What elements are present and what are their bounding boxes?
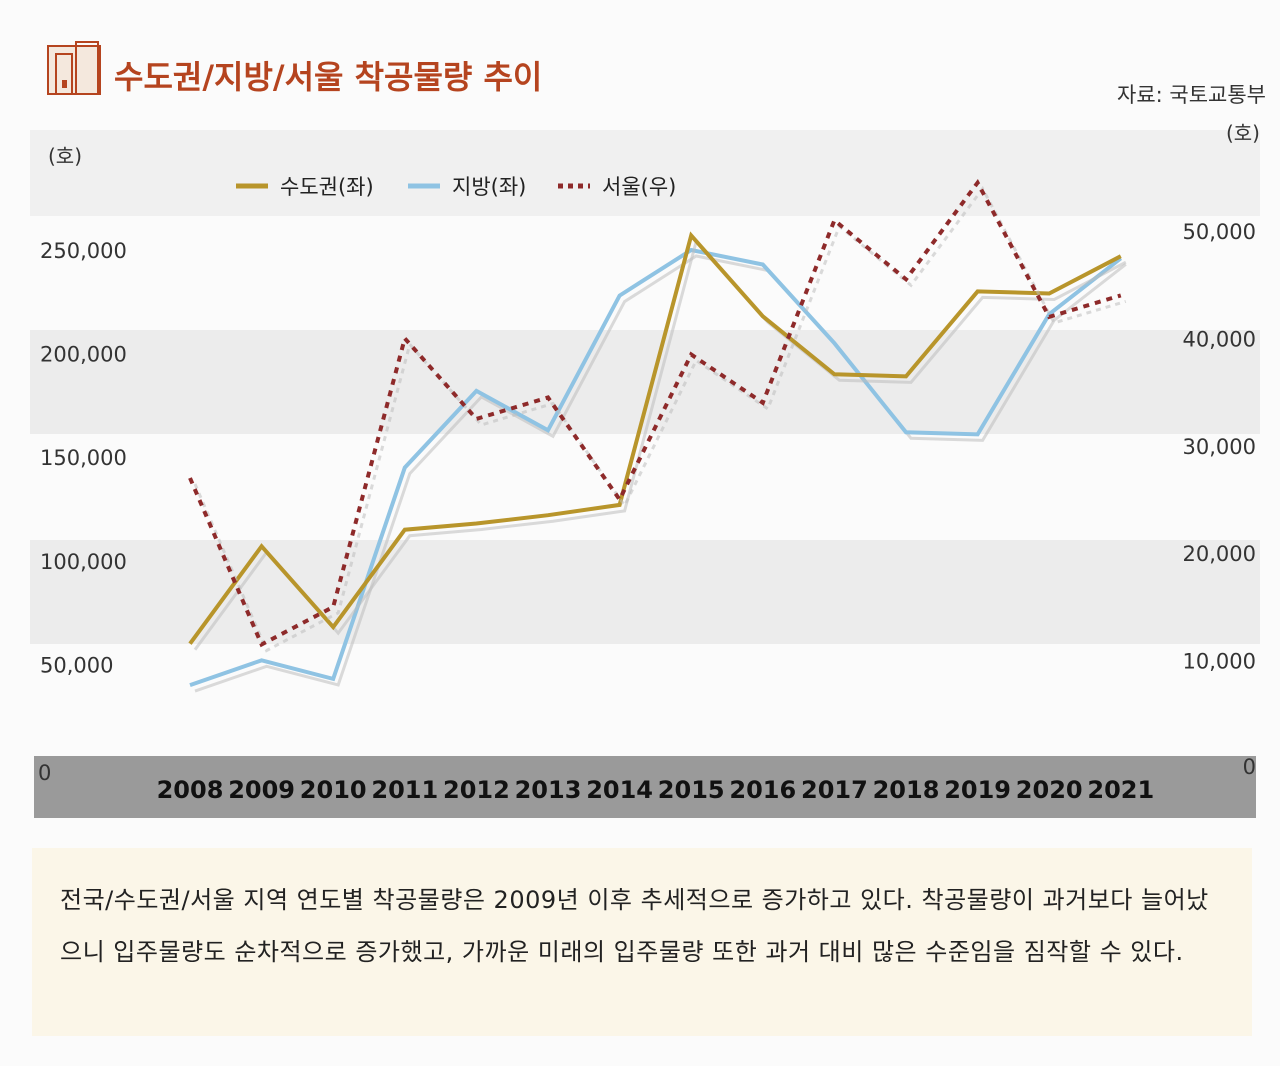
x-tick-label: 2011 xyxy=(371,776,438,804)
x-tick-label: 2018 xyxy=(873,776,940,804)
series-line xyxy=(189,247,1123,687)
buildings-icon xyxy=(47,41,101,95)
x-tick-label: 2016 xyxy=(729,776,796,804)
right-tick-label: 30,000 xyxy=(1183,435,1256,459)
band xyxy=(30,540,1260,644)
legend-label: 수도권(좌) xyxy=(280,175,374,199)
x-tick-label: 2017 xyxy=(801,776,868,804)
x-tick-label: 2019 xyxy=(944,776,1011,804)
series-shadow xyxy=(193,185,1127,653)
x-axis: 2008 2009 2010 2011 2012 2013 2014 2015 2016 2017… xyxy=(157,776,1155,804)
left-tick-label: 100,000 xyxy=(40,550,127,574)
x-tick-label: 2012 xyxy=(443,776,510,804)
legend-label: 서울(우) xyxy=(602,175,676,199)
left-axis-unit: (호) xyxy=(48,144,82,168)
series-line xyxy=(188,231,1122,645)
x-tick-label: 2009 xyxy=(228,776,295,804)
left-tick-label: 250,000 xyxy=(40,239,127,263)
x-tick-label: 2013 xyxy=(515,776,582,804)
left-tick-label: 50,000 xyxy=(40,653,113,677)
chart-title: 수도권/지방/서울 착공물량 추이 xyxy=(114,58,542,96)
left-tick-label: 150,000 xyxy=(40,446,127,470)
left-tick-label: 0 xyxy=(38,761,51,785)
right-tick-label: 0 xyxy=(1243,755,1256,779)
series-shadow xyxy=(194,254,1127,693)
x-tick-label: 2020 xyxy=(1016,776,1083,804)
left-axis: 0 50,000 100,000 150,000 200,000 250,000 xyxy=(38,239,127,785)
x-tick-label: 2015 xyxy=(658,776,725,804)
x-tick-label: 2010 xyxy=(300,776,367,804)
legend: 수도권(좌) 지방(좌) 서울(우) xyxy=(236,175,676,199)
x-axis-band xyxy=(34,756,1256,818)
x-tick-label: 2014 xyxy=(586,776,653,804)
right-tick-label: 10,000 xyxy=(1183,650,1256,674)
series-shadow xyxy=(193,238,1127,651)
caption-text: 전국/수도권/서울 지역 연도별 착공물량은 2009년 이후 추세적으로 증가… xyxy=(60,886,1209,966)
x-tick-label: 2008 xyxy=(157,776,224,804)
right-tick-label: 50,000 xyxy=(1183,220,1256,244)
caption-box: 전국/수도권/서울 지역 연도별 착공물량은 2009년 이후 추세적으로 증가… xyxy=(32,848,1252,1036)
band xyxy=(30,130,1260,216)
right-axis-unit: (호) xyxy=(1226,121,1260,145)
legend-label: 지방(좌) xyxy=(452,175,526,199)
series-layer xyxy=(188,178,1127,693)
right-axis: 0 10,000 20,000 30,000 40,000 50,000 xyxy=(1183,220,1256,779)
band xyxy=(30,330,1260,434)
chart-svg: 수도권/지방/서울 착공물량 추이 자료: 국토교통부 (호) (호) 0 50,… xyxy=(30,41,1266,818)
source-label: 자료: 국토교통부 xyxy=(1117,83,1266,107)
right-tick-label: 20,000 xyxy=(1183,542,1256,566)
left-tick-label: 200,000 xyxy=(40,343,127,367)
x-tick-label: 2021 xyxy=(1087,776,1154,804)
series-line xyxy=(188,178,1122,648)
right-tick-label: 40,000 xyxy=(1183,327,1256,351)
